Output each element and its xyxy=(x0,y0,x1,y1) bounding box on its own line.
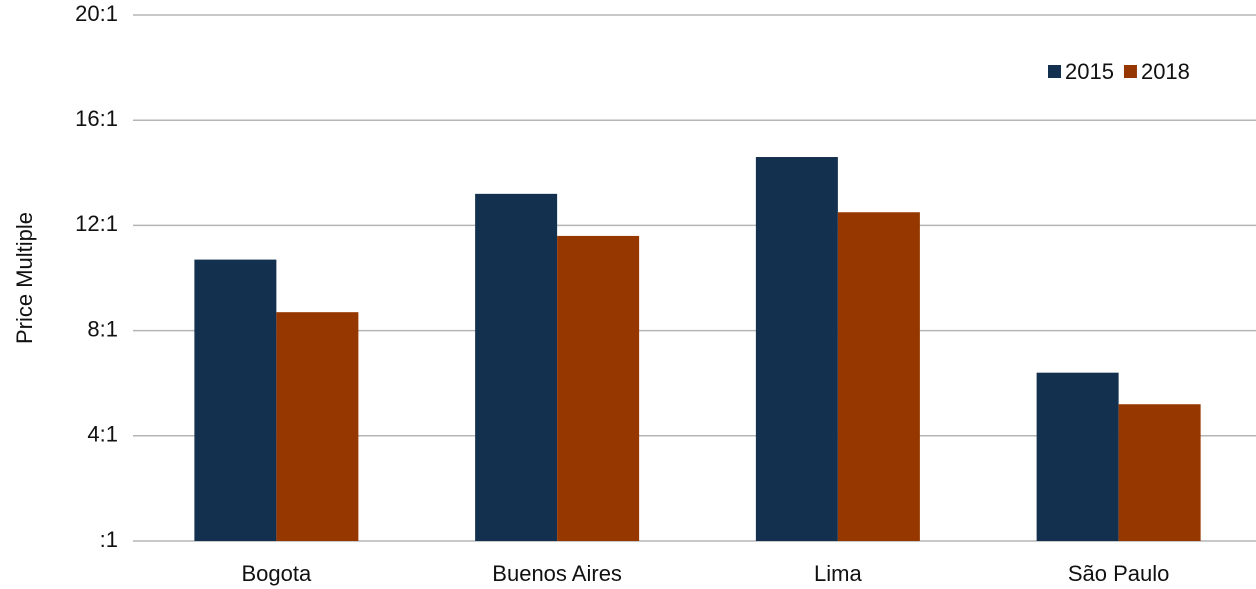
legend-label: 2018 xyxy=(1141,59,1190,84)
x-tick-label: Buenos Aires xyxy=(492,561,622,586)
bar xyxy=(1036,372,1119,541)
x-tick-label: Bogota xyxy=(242,561,312,586)
y-tick-label: 4:1 xyxy=(87,422,118,447)
bar xyxy=(194,259,277,541)
x-tick-label: Lima xyxy=(814,561,862,586)
bar xyxy=(276,312,359,541)
bar xyxy=(1118,404,1201,541)
y-tick-label: 12:1 xyxy=(75,211,118,236)
y-tick-label: 20:1 xyxy=(75,1,118,26)
y-tick-label: :1 xyxy=(100,527,118,552)
legend-label: 2015 xyxy=(1065,59,1114,84)
legend-swatch xyxy=(1123,65,1137,78)
x-tick-label: São Paulo xyxy=(1068,561,1170,586)
bar xyxy=(755,157,838,541)
legend-swatch xyxy=(1048,65,1061,78)
bar xyxy=(475,193,558,541)
bar xyxy=(557,235,640,542)
bar xyxy=(837,212,920,541)
y-tick-label: 8:1 xyxy=(87,316,118,341)
y-tick-label: 16:1 xyxy=(75,106,118,131)
y-axis-label: Price Multiple xyxy=(12,212,37,344)
